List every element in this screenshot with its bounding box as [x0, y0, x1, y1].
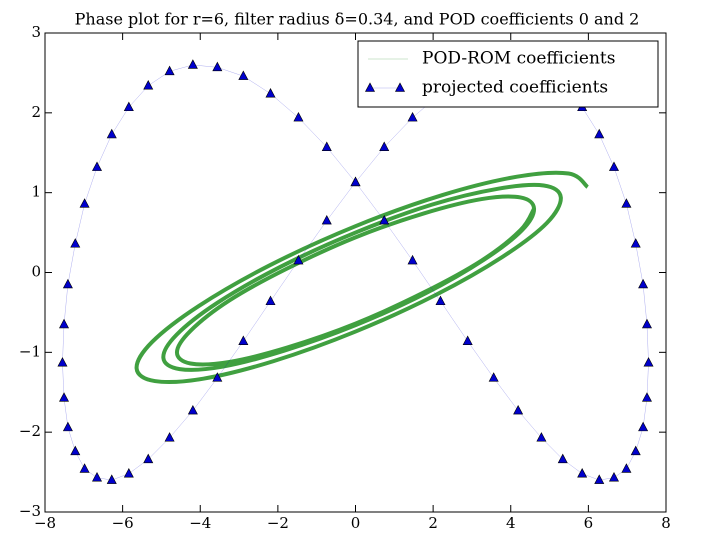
- legend-box: [357, 40, 659, 108]
- triangle-marker: [106, 128, 117, 139]
- triangle-marker: [187, 404, 198, 415]
- triangle-marker: [488, 372, 499, 382]
- triangle-marker: [379, 141, 390, 151]
- triangle-marker: [630, 445, 641, 456]
- triangle-marker: [265, 88, 276, 98]
- triangle-marker: [70, 238, 81, 248]
- triangle-marker: [212, 61, 223, 72]
- triangle-marker: [238, 70, 249, 80]
- x-tick-label: 2: [428, 514, 438, 532]
- triangle-marker: [265, 295, 276, 306]
- triangle-marker: [379, 214, 390, 225]
- triangle-marker: [106, 474, 117, 484]
- y-tick-label: 1: [31, 183, 41, 201]
- y-tick-label: −1: [19, 342, 41, 360]
- x-tick-label: −8: [34, 514, 56, 532]
- x-tick-label: −4: [189, 514, 211, 532]
- x-tick-label: −2: [267, 514, 289, 532]
- legend-label: projected coefficients: [422, 78, 608, 98]
- triangle-marker: [643, 357, 654, 367]
- x-tick-label: 0: [351, 514, 361, 532]
- triangle-marker: [513, 404, 524, 415]
- triangle-marker: [79, 198, 90, 208]
- y-tick-label: −3: [19, 502, 41, 520]
- triangle-marker: [621, 463, 632, 473]
- triangle-marker: [321, 214, 332, 225]
- triangle-marker: [608, 161, 619, 171]
- triangle-marker: [143, 453, 154, 464]
- x-tick-label: 8: [661, 514, 671, 532]
- triangle-marker: [557, 453, 568, 464]
- triangle-marker: [435, 295, 446, 306]
- triangle-marker: [594, 128, 605, 139]
- triangle-marker: [638, 278, 649, 289]
- x-tick-label: 4: [506, 514, 516, 532]
- triangle-marker: [641, 318, 652, 329]
- triangle-marker: [293, 254, 304, 265]
- y-tick-label: 3: [31, 23, 41, 41]
- x-tick-label: 6: [584, 514, 594, 532]
- triangle-marker: [164, 432, 175, 442]
- triangle-marker: [59, 392, 70, 402]
- chart-title: Phase plot for r=6, filter radius δ=0.34…: [75, 10, 640, 29]
- y-tick-label: 2: [31, 103, 41, 121]
- triangle-marker: [62, 421, 73, 432]
- triangle-marker: [621, 198, 632, 208]
- series-line: [134, 170, 589, 384]
- legend-label: POD-ROM coefficients: [422, 49, 615, 69]
- triangle-marker: [59, 318, 70, 329]
- triangle-marker: [92, 161, 103, 171]
- triangle-marker: [536, 432, 547, 442]
- legend-swatch: [395, 82, 405, 92]
- triangle-marker: [293, 111, 304, 122]
- triangle-marker: [164, 65, 175, 76]
- triangle-marker: [212, 372, 223, 382]
- y-tick-label: 0: [31, 263, 41, 281]
- triangle-marker: [608, 472, 619, 482]
- triangle-marker: [79, 463, 90, 473]
- triangle-marker: [70, 445, 81, 456]
- triangle-marker: [407, 111, 418, 122]
- triangle-marker: [462, 335, 473, 345]
- legend-swatch: [365, 82, 375, 92]
- y-tick-label: −2: [19, 422, 41, 440]
- triangle-marker: [350, 176, 361, 187]
- triangle-marker: [238, 335, 249, 345]
- triangle-marker: [57, 357, 68, 367]
- triangle-marker: [641, 392, 652, 402]
- triangle-marker: [594, 474, 605, 484]
- triangle-marker: [577, 468, 588, 478]
- triangle-marker: [92, 472, 103, 482]
- triangle-marker: [62, 278, 73, 289]
- x-tick-label: −6: [112, 514, 134, 532]
- triangle-marker: [123, 101, 134, 112]
- triangle-marker: [143, 80, 154, 90]
- triangle-marker: [187, 59, 198, 69]
- triangle-marker: [630, 238, 641, 248]
- triangle-marker: [407, 254, 418, 265]
- triangle-marker: [123, 468, 134, 478]
- triangle-marker: [321, 141, 332, 151]
- triangle-marker: [638, 421, 649, 432]
